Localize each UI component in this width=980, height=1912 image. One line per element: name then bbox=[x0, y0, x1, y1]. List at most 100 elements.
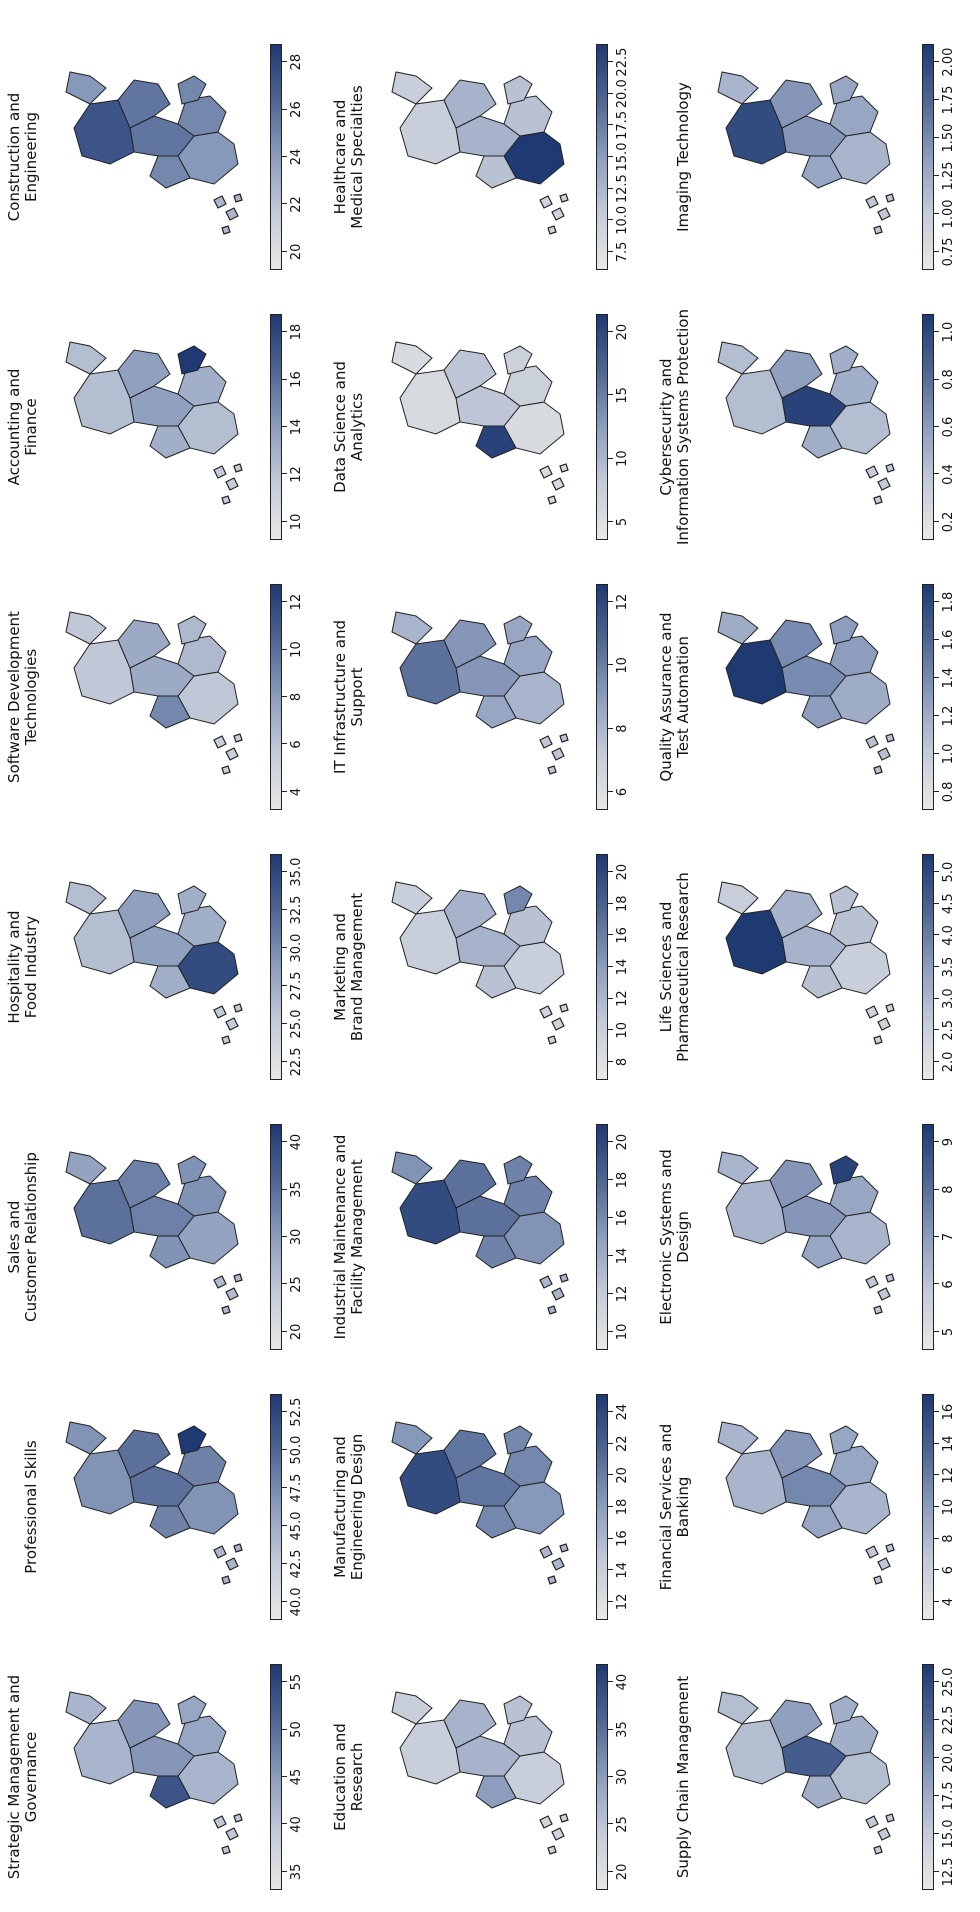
choropleth-map bbox=[391, 1691, 569, 1855]
map-region-south-tip bbox=[391, 611, 433, 645]
panel-title-line: Data Science and bbox=[331, 361, 349, 493]
colorbar-tick-label: 40 bbox=[615, 1673, 630, 1691]
colorbar-tick-mark bbox=[934, 331, 939, 333]
panel-title-line: Industrial Maintenance and bbox=[331, 1134, 349, 1340]
map-region-north-east bbox=[149, 1235, 191, 1269]
map-region-archipelago bbox=[551, 477, 565, 491]
colorbar-gradient bbox=[596, 1394, 608, 1620]
map-region-archipelago bbox=[213, 1005, 227, 1019]
colorbar-tick-mark bbox=[934, 1681, 939, 1683]
colorbar-tick-mark bbox=[608, 92, 613, 94]
panel-title: Industrial Maintenance and Facility Manag… bbox=[326, 1114, 366, 1360]
panel-title-line: Sales and bbox=[5, 1200, 23, 1274]
colorbar-tick-mark bbox=[934, 473, 939, 475]
colorbar-gradient bbox=[596, 44, 608, 270]
colorbar-tick-mark bbox=[282, 1411, 287, 1413]
colorbar-tick-mark bbox=[608, 1537, 613, 1539]
map-region-north-east bbox=[475, 425, 517, 459]
colorbar-tick-mark bbox=[934, 1442, 939, 1444]
colorbar-tick-mark bbox=[934, 966, 939, 967]
colorbar-tick-mark bbox=[608, 966, 613, 967]
colorbar-tick-mark bbox=[608, 601, 613, 603]
map-region-archipelago bbox=[877, 477, 891, 491]
map-panel: Healthcare and Medical Specialties 7.5 10.0… bbox=[326, 34, 644, 280]
map-region-archipelago bbox=[551, 1287, 565, 1301]
colorbar: 2.0 2.5 3.0 3.5 4.0 4.5 5.0 bbox=[922, 854, 968, 1080]
colorbar: 0.8 1.0 1.2 1.4 1.6 1.8 bbox=[922, 584, 968, 810]
colorbar: 0.75 1.00 1.25 1.50 1.75 2.00 bbox=[922, 44, 968, 270]
colorbar-tick-mark bbox=[282, 1823, 287, 1825]
colorbar-tick-mark bbox=[282, 648, 287, 650]
panel-title-line: Medical Specialties bbox=[348, 85, 366, 229]
colorbar-tick-mark bbox=[282, 1681, 287, 1683]
colorbar-tick-mark bbox=[282, 1141, 287, 1143]
colorbar-tick-mark bbox=[282, 601, 287, 603]
map-region-east bbox=[769, 1429, 823, 1479]
panel-title-line: Accounting and bbox=[5, 368, 23, 486]
colorbar-tick-mark bbox=[608, 871, 613, 873]
map-region-south-tip bbox=[717, 1691, 759, 1725]
panel-title: Electronic Systems and Design bbox=[652, 1114, 692, 1360]
map-region-north-east bbox=[475, 1775, 517, 1809]
map-region-east bbox=[117, 349, 171, 399]
choropleth-map bbox=[717, 71, 895, 235]
map-region-archipelago bbox=[873, 1035, 883, 1045]
map-region-south-tip bbox=[65, 611, 107, 645]
map-region-archipelago bbox=[539, 1005, 553, 1019]
colorbar-tick-mark bbox=[608, 1179, 613, 1181]
panel-title: Professional Skills bbox=[0, 1384, 40, 1630]
map-region-south-tip bbox=[717, 71, 759, 105]
map-region-archipelago bbox=[885, 1003, 895, 1013]
panel-title: Marketing and Brand Management bbox=[326, 844, 366, 1090]
map-region-south-tip bbox=[65, 1421, 107, 1455]
map-region-archipelago bbox=[221, 765, 231, 775]
map-panel: IT Infrastructure and Support 6 8 10 12 bbox=[326, 574, 644, 820]
map-region-south-tip bbox=[717, 341, 759, 375]
colorbar-tick-mark bbox=[282, 790, 287, 792]
choropleth-map bbox=[65, 341, 243, 505]
map-panel: Supply Chain Management 12.5 15.0 17.5 20.0 2… bbox=[652, 1654, 970, 1900]
colorbar-tick-mark bbox=[934, 1794, 939, 1796]
map-panel: Manufacturing and Engineering Design 12 14 1… bbox=[326, 1384, 644, 1630]
colorbar-gradient bbox=[596, 584, 608, 810]
colorbar-tick-mark bbox=[608, 124, 613, 126]
colorbar: 7.5 10.0 12.5 15.0 17.5 20.0 22.5 bbox=[596, 44, 642, 270]
map-region-archipelago bbox=[873, 765, 883, 775]
map-region-archipelago bbox=[539, 1275, 553, 1289]
colorbar-tick-mark bbox=[608, 1060, 613, 1062]
colorbar-gradient bbox=[270, 1394, 282, 1620]
map-region-north-east bbox=[149, 695, 191, 729]
colorbar: 4 6 8 10 12 bbox=[270, 584, 316, 810]
colorbar-tick-mark bbox=[608, 727, 613, 729]
colorbar-tick-label: 1.0 bbox=[941, 321, 956, 343]
colorbar-tick-mark bbox=[608, 1823, 613, 1825]
map-region-archipelago bbox=[213, 1545, 227, 1559]
map-region-island bbox=[503, 75, 533, 105]
map-region-east bbox=[443, 1429, 497, 1479]
colorbar-tick-mark bbox=[934, 174, 939, 176]
colorbar-tick-mark bbox=[608, 219, 613, 221]
panel-title-line: Cybersecurity and bbox=[657, 358, 675, 496]
map-panel: Strategic Management and Governance 35 40 45… bbox=[0, 1654, 318, 1900]
map-region-archipelago bbox=[559, 1003, 569, 1013]
map-region-east bbox=[443, 1159, 497, 1209]
colorbar-tick-mark bbox=[934, 752, 939, 754]
map-region-north-east bbox=[801, 1775, 843, 1809]
map-region-archipelago bbox=[233, 1003, 243, 1013]
map-region-south-tip bbox=[717, 881, 759, 915]
colorbar-tick-mark bbox=[608, 187, 613, 189]
map-panel: Hospitality and Food Industry 22.5 25.0 27.5… bbox=[0, 844, 318, 1090]
panel-title-line: Design bbox=[674, 1211, 692, 1263]
colorbar-tick-mark bbox=[934, 871, 939, 873]
colorbar-tick-mark bbox=[282, 473, 287, 475]
map-region-island bbox=[503, 1425, 533, 1455]
colorbar-tick-label: 55 bbox=[289, 1673, 304, 1691]
panel-title-line: Strategic Management and bbox=[5, 1674, 23, 1880]
map-region-east bbox=[443, 1699, 497, 1749]
map-region-archipelago bbox=[885, 193, 895, 203]
colorbar-tick-mark bbox=[282, 1776, 287, 1777]
panel-title-line: Governance bbox=[22, 1731, 40, 1823]
panel-title: Quality Assurance and Test Automation bbox=[652, 574, 692, 820]
map-panel: Life Sciences and Pharmaceutical Research… bbox=[652, 844, 970, 1090]
